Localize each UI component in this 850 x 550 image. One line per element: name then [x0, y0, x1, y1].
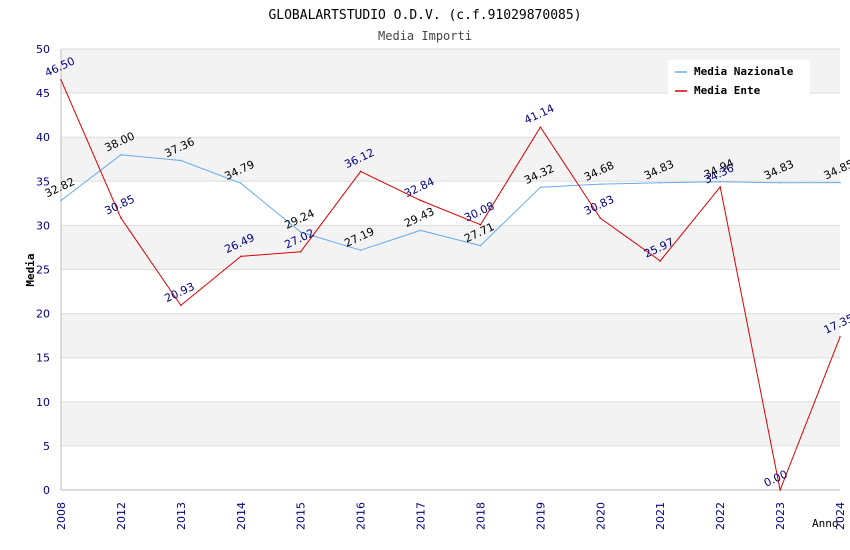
grid-band	[61, 225, 840, 270]
axes	[60, 49, 840, 491]
x-tick-label: 2013	[175, 502, 188, 530]
data-point	[60, 79, 62, 81]
x-tick-label: 2015	[295, 502, 308, 530]
y-tick-label: 20	[36, 308, 50, 321]
legend-label-nazionale: Media Nazionale	[694, 65, 794, 78]
grid-band	[61, 401, 840, 446]
x-axis-label: Anno	[812, 517, 839, 530]
x-tick-label: 2020	[594, 502, 607, 530]
data-point	[599, 217, 602, 219]
grid-band	[61, 313, 840, 358]
data-point	[419, 199, 422, 202]
y-tick-labels: 0 5 10 15 20 25 30 35 40 45 50	[36, 43, 50, 497]
data-point	[719, 181, 721, 183]
data-point	[659, 260, 662, 262]
data-point	[359, 170, 362, 173]
data-point	[299, 250, 302, 253]
x-tick-label: 2017	[415, 502, 428, 530]
data-point	[180, 304, 182, 307]
grid-band	[61, 181, 840, 226]
grid-band	[61, 357, 840, 402]
data-point	[659, 181, 662, 184]
y-tick-label: 25	[36, 264, 50, 277]
x-tick-label: 2014	[235, 502, 248, 530]
data-point	[299, 231, 302, 233]
x-tick-label: 2022	[714, 502, 727, 530]
data-point	[719, 186, 721, 188]
grid-band	[61, 137, 840, 182]
grid-band	[61, 445, 840, 490]
y-axis-label: Media	[24, 253, 37, 286]
grid-bands	[61, 49, 840, 490]
legend-box	[668, 60, 810, 98]
x-tick-label: 2012	[115, 502, 128, 530]
y-tick-label: 0	[43, 484, 50, 497]
data-point	[239, 182, 242, 184]
chart-title: GLOBALARTSTUDIO O.D.V. (c.f.91029870085)	[268, 8, 581, 23]
grid-band	[61, 93, 840, 138]
data-point	[539, 186, 542, 189]
y-tick-label: 35	[36, 175, 50, 188]
grid-band	[61, 269, 840, 314]
series-line-1	[60, 79, 841, 491]
y-tick-label: 50	[36, 43, 50, 56]
x-tick-label: 2024	[834, 502, 847, 530]
x-tick-label: 2016	[355, 502, 368, 530]
data-point	[419, 229, 422, 232]
data-point	[359, 249, 362, 251]
data-point	[479, 244, 482, 247]
data-point	[120, 217, 122, 219]
data-point	[839, 181, 841, 184]
y-tick-label: 30	[36, 219, 50, 232]
x-tick-label: 2021	[654, 502, 667, 530]
x-tick-label: 2019	[534, 502, 547, 530]
legend-label-ente: Media Ente	[694, 84, 761, 97]
x-tick-label: 2023	[774, 502, 787, 530]
data-point	[60, 199, 62, 202]
data-point	[239, 255, 242, 258]
y-tick-label: 5	[43, 440, 50, 453]
x-tick-labels: 2008 2012 2013 2014 2015 2016 2017 2018 2019 2020…	[55, 502, 847, 530]
y-tick-label: 40	[36, 131, 50, 144]
chart-subtitle: Media Importi	[378, 29, 472, 43]
series-lines	[60, 79, 841, 491]
y-tick-label: 15	[36, 352, 50, 365]
x-tick-label: 2018	[474, 502, 487, 530]
series-line-0	[60, 154, 841, 251]
data-point	[180, 159, 182, 162]
x-tick-label: 2008	[55, 502, 68, 530]
data-point	[599, 183, 602, 185]
data-point	[839, 336, 841, 338]
y-tick-label: 45	[36, 87, 50, 100]
legend: Media Nazionale Media Ente	[668, 60, 810, 98]
data-point	[120, 154, 122, 156]
y-tick-label: 10	[36, 396, 50, 409]
data-point	[539, 126, 542, 128]
data-point	[779, 181, 781, 184]
data-point	[779, 489, 781, 491]
data-point	[479, 223, 482, 226]
